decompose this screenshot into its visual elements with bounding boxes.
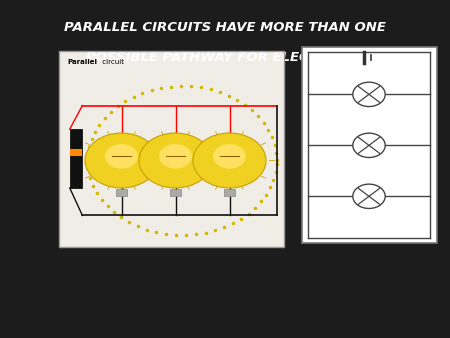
- Circle shape: [139, 133, 212, 188]
- Text: circuit: circuit: [100, 59, 124, 65]
- Circle shape: [85, 133, 158, 188]
- Bar: [58, 51, 284, 247]
- Bar: [302, 47, 436, 243]
- Circle shape: [193, 133, 266, 188]
- Circle shape: [159, 144, 192, 169]
- Text: Parallel: Parallel: [68, 59, 98, 65]
- Circle shape: [353, 133, 385, 158]
- Bar: [70, 129, 82, 188]
- Bar: [302, 47, 436, 243]
- Bar: [224, 189, 235, 196]
- Text: PARALLEL CIRCUITS HAVE MORE THAN ONE: PARALLEL CIRCUITS HAVE MORE THAN ONE: [64, 21, 386, 33]
- Text: POSSIBLE PATHWAY FOR ELECTRONS.: POSSIBLE PATHWAY FOR ELECTRONS.: [86, 51, 365, 64]
- Circle shape: [353, 82, 385, 106]
- Circle shape: [213, 144, 246, 169]
- Circle shape: [105, 144, 138, 169]
- Bar: [58, 51, 284, 247]
- Bar: [170, 189, 181, 196]
- Bar: [116, 189, 127, 196]
- Circle shape: [353, 184, 385, 209]
- Bar: [70, 148, 82, 155]
